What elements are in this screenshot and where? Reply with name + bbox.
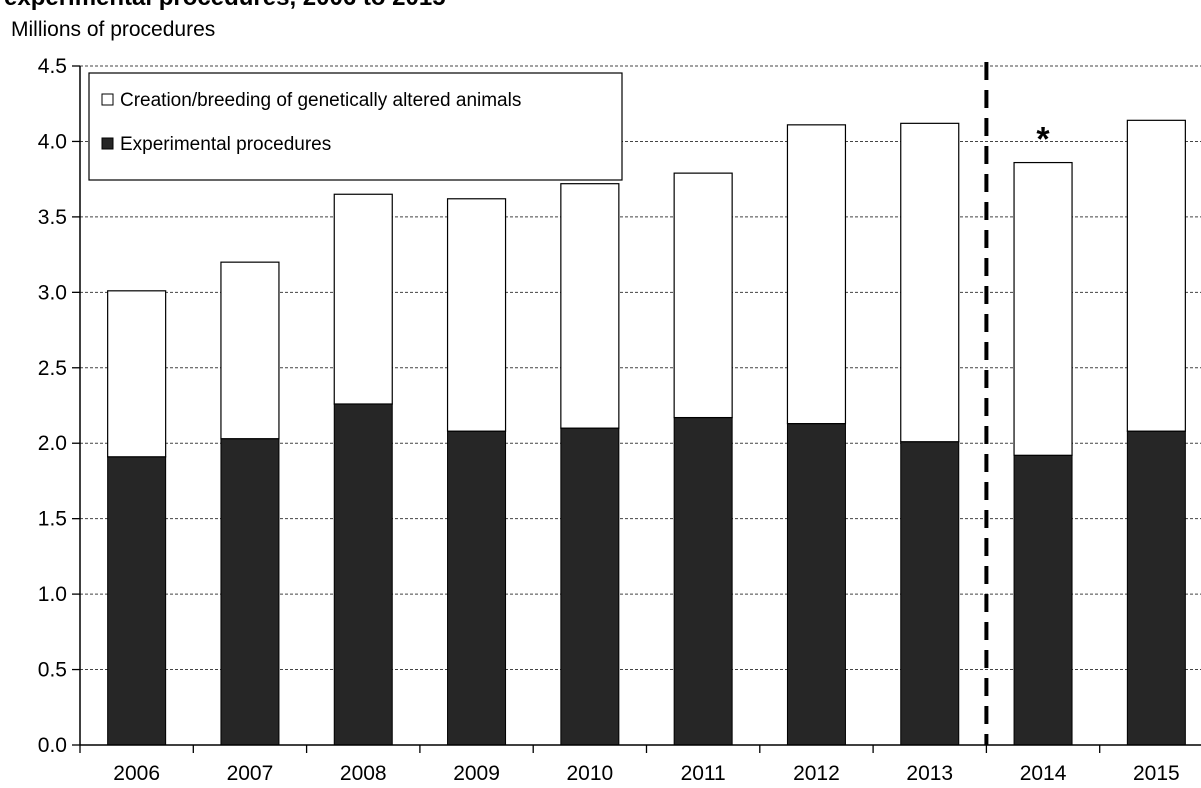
x-tick-label-2014: 2014 xyxy=(1020,762,1067,785)
bar-experimental-2014 xyxy=(1013,454,1073,746)
y-tick-label: 3.5 xyxy=(38,206,67,229)
x-tick-label-2010: 2010 xyxy=(566,762,613,785)
bar-ga-breeding-2007 xyxy=(220,261,280,440)
bar-experimental-2006 xyxy=(107,456,167,746)
bar-ga-breeding-2013 xyxy=(900,122,960,443)
bar-experimental-2007 xyxy=(220,438,280,746)
bar-ga-breeding-2011 xyxy=(673,172,733,419)
y-axis-label: Millions of procedures xyxy=(11,18,216,41)
legend-label-0: Experimental procedures xyxy=(120,134,331,155)
bar-experimental-2013 xyxy=(900,441,960,746)
bar-experimental-2008 xyxy=(333,403,393,746)
legend-box xyxy=(88,72,623,181)
y-tick-label: 0.5 xyxy=(38,659,67,682)
legend-swatch-1 xyxy=(101,93,114,106)
x-tick-label-2008: 2008 xyxy=(340,762,387,785)
bar-ga-breeding-2010 xyxy=(560,183,620,429)
bar-experimental-2010 xyxy=(560,427,620,746)
bar-ga-breeding-2008 xyxy=(333,193,393,405)
y-tick-label: 1.0 xyxy=(38,583,67,606)
bar-experimental-2009 xyxy=(447,430,507,746)
bar-ga-breeding-2012 xyxy=(786,124,847,425)
x-tick-label-2012: 2012 xyxy=(793,762,840,785)
legend-swatch-0 xyxy=(101,137,114,150)
y-tick-label: 4.0 xyxy=(38,130,67,153)
bar-experimental-2012 xyxy=(786,423,846,746)
bars xyxy=(107,119,1186,746)
y-tick-label: 4.5 xyxy=(38,55,67,78)
bar-ga-breeding-2014 xyxy=(1013,161,1073,456)
bar-experimental-2015 xyxy=(1126,430,1186,746)
x-tick-label-2013: 2013 xyxy=(906,762,953,785)
legend: Creation/breeding of genetically altered… xyxy=(88,72,623,181)
bar-experimental-2011 xyxy=(673,417,733,746)
y-tick-label: 1.5 xyxy=(38,508,67,531)
x-tick-label-2015: 2015 xyxy=(1133,762,1180,785)
bar-ga-breeding-2006 xyxy=(107,290,167,458)
bar-ga-breeding-2009 xyxy=(446,198,507,432)
y-tick-label: 2.5 xyxy=(38,357,67,380)
chart-title: experimental procedures, 2006 to 2015 xyxy=(4,0,446,10)
x-tick-label-2007: 2007 xyxy=(227,762,274,785)
x-tick-label-2009: 2009 xyxy=(453,762,500,785)
y-tick-label: 2.0 xyxy=(38,432,67,455)
annotation-asterisk: * xyxy=(1036,121,1050,159)
bar-ga-breeding-2015 xyxy=(1126,119,1186,432)
axes: 0.0 0.5 1.0 1.5 2.0 2.5 3.0 3.5 4.0 4.5 2006 2007 20… xyxy=(38,55,1201,785)
y-tick-label: 3.0 xyxy=(38,281,67,304)
legend-label-1: Creation/breeding of genetically altered… xyxy=(120,90,521,111)
x-tick-label-2011: 2011 xyxy=(681,762,726,785)
x-tick-label-2006: 2006 xyxy=(113,762,160,785)
y-tick-label: 0.0 xyxy=(38,734,67,757)
